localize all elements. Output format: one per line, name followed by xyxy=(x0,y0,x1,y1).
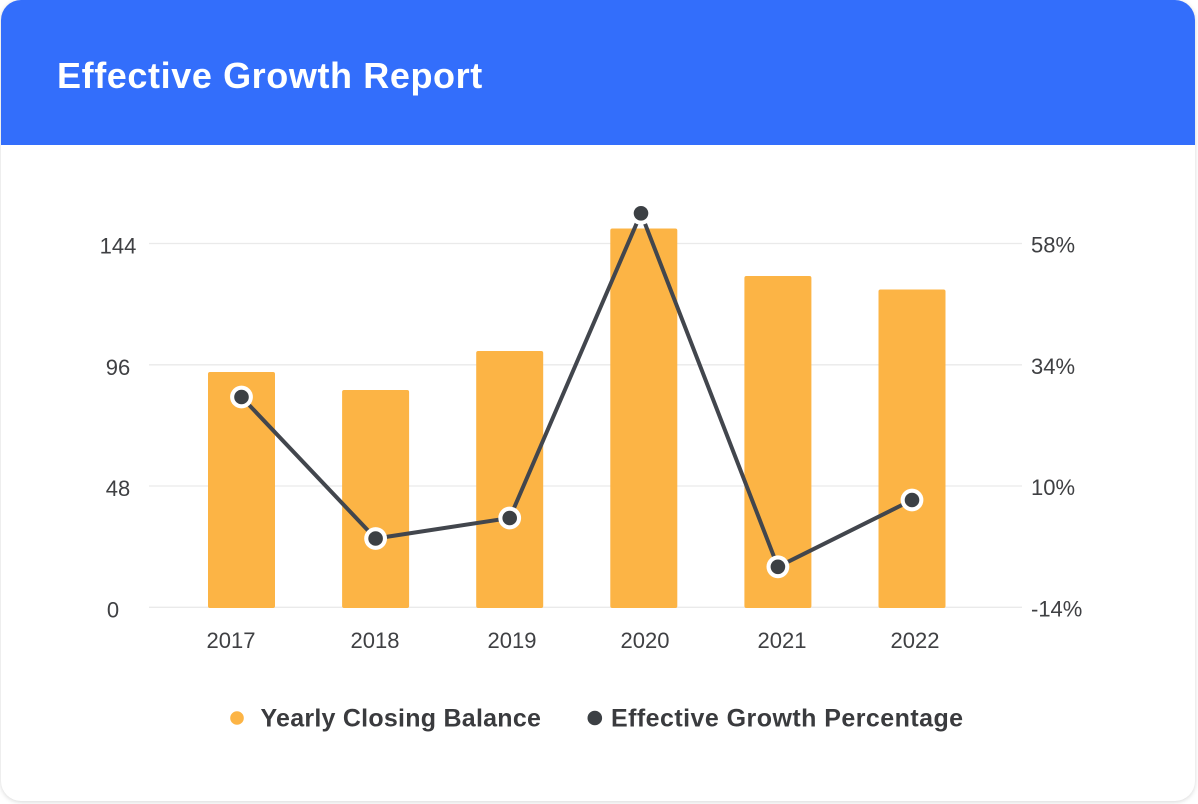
svg-text:48: 48 xyxy=(106,476,130,501)
svg-text:Effective Growth Percentage: Effective Growth Percentage xyxy=(611,705,964,733)
svg-text:2019: 2019 xyxy=(488,628,537,653)
svg-text:58%: 58% xyxy=(1031,233,1075,258)
svg-text:34%: 34% xyxy=(1031,354,1075,379)
svg-text:2017: 2017 xyxy=(207,628,256,653)
svg-text:2022: 2022 xyxy=(891,628,940,653)
svg-text:0: 0 xyxy=(107,597,119,622)
svg-text:96: 96 xyxy=(106,355,130,380)
svg-text:-14%: -14% xyxy=(1031,596,1082,621)
svg-text:2021: 2021 xyxy=(758,628,807,653)
svg-text:Yearly Closing Balance: Yearly Closing Balance xyxy=(261,705,542,733)
svg-text:10%: 10% xyxy=(1031,475,1075,500)
svg-text:2018: 2018 xyxy=(351,628,400,653)
svg-text:144: 144 xyxy=(100,234,137,259)
svg-text:2020: 2020 xyxy=(621,628,670,653)
